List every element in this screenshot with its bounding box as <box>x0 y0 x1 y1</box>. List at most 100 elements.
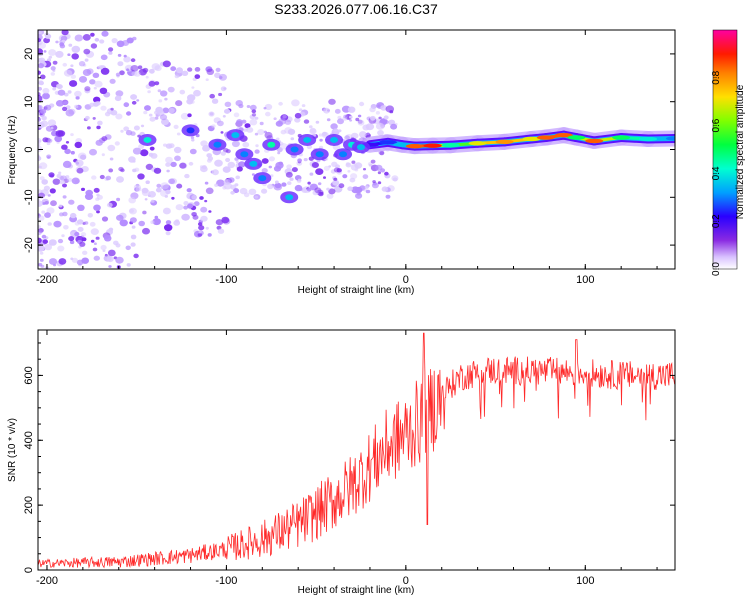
colorbar-frame <box>712 29 738 270</box>
noise-dot <box>75 159 84 167</box>
noise-dot <box>147 90 151 94</box>
noise-dot <box>190 136 195 140</box>
noise-dot <box>69 240 75 245</box>
spectrogram-x-label: Height of straight line (km) <box>298 285 415 296</box>
x-tick-label: -200 <box>36 575 58 587</box>
noise-dot <box>115 243 121 248</box>
noise-dot <box>60 35 68 42</box>
noise-dot <box>55 40 59 44</box>
spectrogram-x-ticks: -200 -100 0 100 <box>36 30 658 286</box>
noise-dot <box>149 116 156 122</box>
noise-dot <box>105 175 112 181</box>
noise-dot <box>231 140 240 148</box>
noise-dot <box>221 216 230 224</box>
noise-dot <box>71 177 80 185</box>
noise-dot <box>82 250 88 255</box>
noise-dot <box>38 162 48 170</box>
noise-dot <box>200 206 208 213</box>
noise-dot <box>78 76 88 83</box>
noise-dot <box>38 215 45 221</box>
noise-dot <box>205 187 214 195</box>
noise-dot <box>63 225 69 230</box>
noise-dot <box>52 60 58 65</box>
noise-dot <box>165 231 171 236</box>
noise-dot <box>309 172 314 176</box>
noise-dot <box>116 197 121 202</box>
ridge-point <box>612 135 631 140</box>
noise-dot <box>115 256 124 264</box>
noise-dot <box>67 90 72 94</box>
noise-dot <box>225 149 231 154</box>
noise-dot <box>85 189 93 196</box>
noise-dot <box>38 112 41 116</box>
noise-dot <box>87 213 94 218</box>
noise-dot <box>318 182 322 186</box>
noise-dot <box>148 113 153 117</box>
noise-dot <box>176 67 183 74</box>
noise-dot <box>291 167 298 173</box>
noise-dot <box>364 185 369 189</box>
noise-dot <box>323 107 330 114</box>
noise-dot <box>38 42 46 49</box>
noise-dot <box>248 188 257 195</box>
noise-dot <box>140 149 149 157</box>
noise-dot <box>278 118 287 125</box>
noise-dot <box>40 108 47 114</box>
blob-core <box>213 141 222 148</box>
noise-dot <box>275 161 284 169</box>
noise-dot <box>148 152 154 157</box>
noise-dot <box>85 115 90 120</box>
ridge-point <box>554 132 573 138</box>
noise-dot <box>92 117 96 120</box>
noise-dot <box>50 72 55 76</box>
noise-dot <box>134 167 140 172</box>
noise-dot <box>347 170 351 173</box>
noise-dot <box>99 174 105 180</box>
noise-dot <box>306 187 312 192</box>
noise-dot <box>359 101 365 107</box>
noise-dot <box>309 128 317 135</box>
noise-dot <box>323 165 330 171</box>
noise-dot <box>65 141 70 144</box>
noise-dot <box>227 161 236 169</box>
noise-dot <box>284 119 292 125</box>
noise-dot <box>204 181 209 185</box>
noise-dot <box>326 118 331 122</box>
noise-dot <box>128 197 136 204</box>
noise-dot <box>176 132 181 136</box>
noise-dot <box>173 146 182 154</box>
blob-core <box>339 151 348 158</box>
noise-dot <box>61 234 65 238</box>
noise-dot <box>38 225 41 229</box>
noise-dot <box>354 186 363 194</box>
noise-dot <box>123 56 131 63</box>
colorbar-gradient <box>713 30 737 269</box>
noise-dot <box>38 237 42 244</box>
noise-dot <box>38 145 43 153</box>
x-tick-label: 100 <box>576 274 594 286</box>
blob-core <box>258 175 267 182</box>
noise-dot <box>215 67 221 72</box>
noise-dot <box>370 159 376 164</box>
noise-dot <box>38 70 41 75</box>
noise-dot <box>224 108 231 114</box>
noise-dot <box>333 180 339 186</box>
colorbar-tick-label: 0.2 <box>711 214 722 228</box>
noise-dot <box>79 241 86 247</box>
noise-dot <box>126 263 131 267</box>
noise-dot <box>55 130 64 137</box>
x-tick-label: -100 <box>215 575 237 587</box>
noise-dot <box>261 158 269 164</box>
noise-dot <box>200 166 208 173</box>
noise-dot <box>114 141 120 146</box>
noise-dot <box>38 80 44 86</box>
noise-dot <box>96 125 101 130</box>
noise-dot <box>149 146 155 151</box>
noise-dot <box>168 178 176 185</box>
noise-dot <box>276 137 280 141</box>
noise-dot <box>303 158 308 162</box>
noise-dot <box>187 203 194 209</box>
noise-dot <box>318 133 323 137</box>
noise-dot <box>220 86 227 92</box>
